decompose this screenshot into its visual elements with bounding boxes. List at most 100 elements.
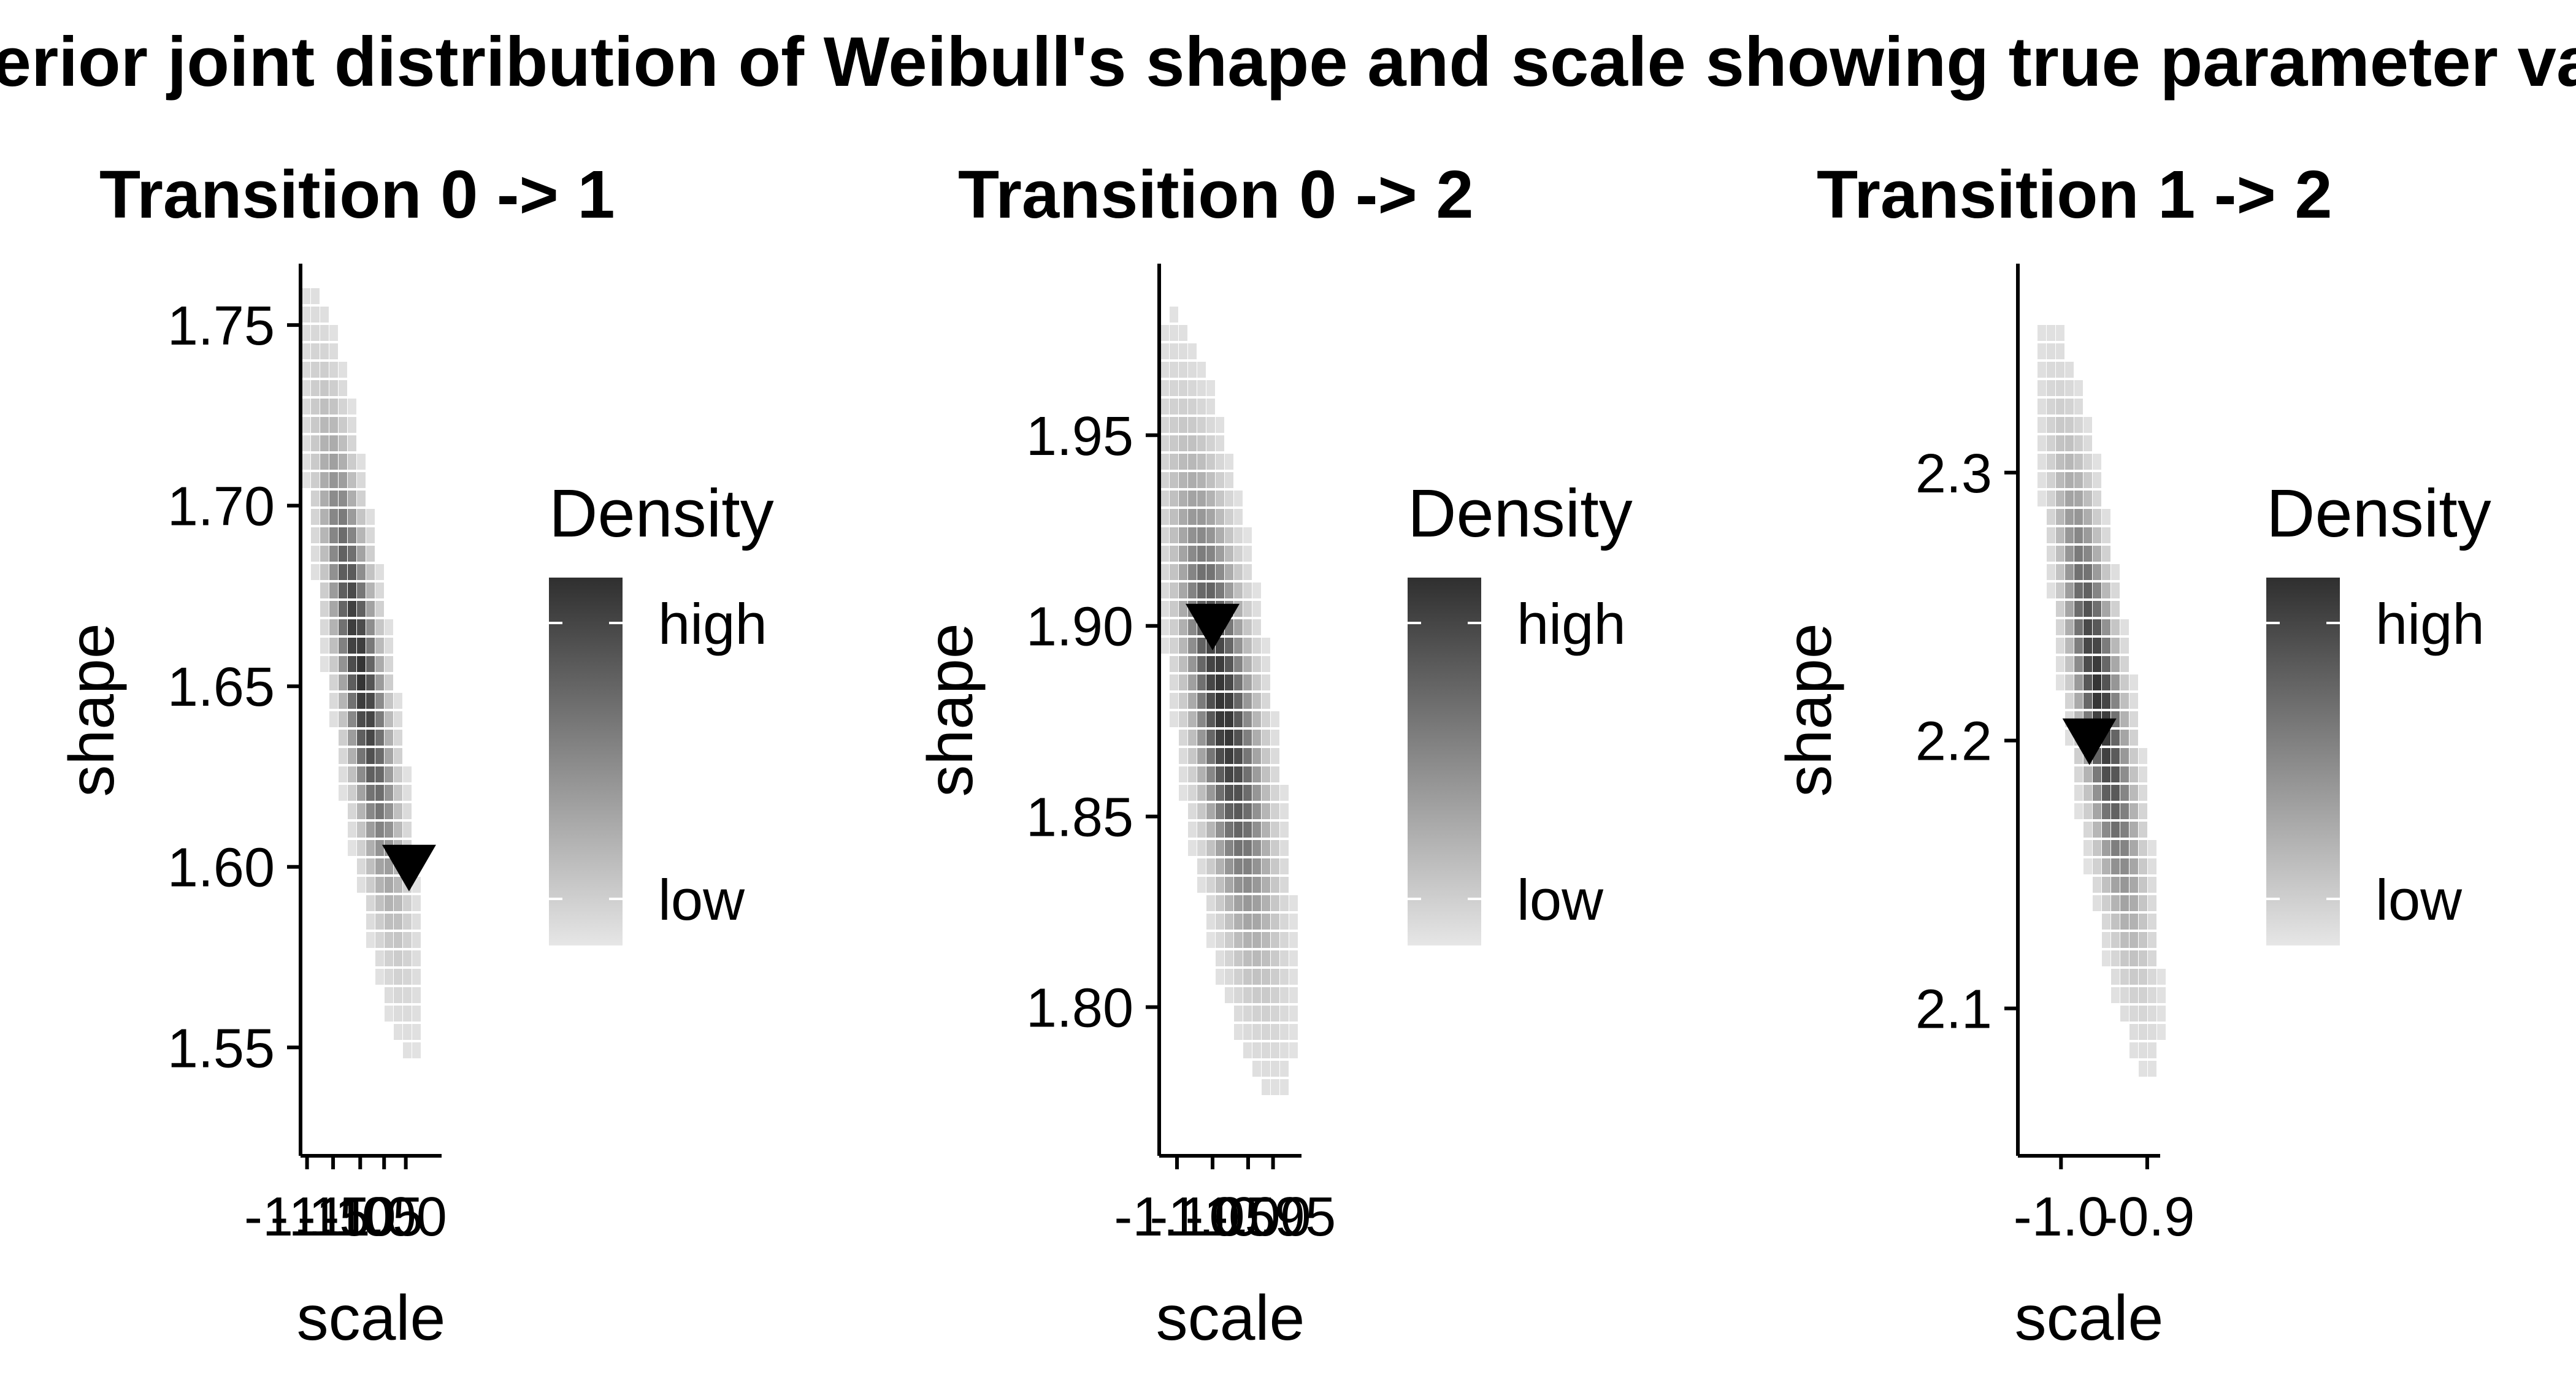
density-tile — [366, 785, 375, 801]
density-tile — [2102, 877, 2110, 893]
density-tile — [2037, 343, 2046, 359]
density-tile — [357, 638, 366, 654]
density-tile — [1188, 582, 1197, 598]
legend-high-label: high — [1517, 592, 1626, 656]
density-tile — [357, 509, 366, 525]
density-tile — [1252, 932, 1261, 948]
density-tile — [2037, 399, 2046, 414]
density-tile — [1225, 969, 1233, 985]
density-tile — [1206, 858, 1215, 874]
density-tile — [1243, 858, 1252, 874]
density-tile — [329, 656, 338, 672]
density-tile — [2056, 509, 2064, 525]
density-tile — [403, 1024, 412, 1040]
density-tiles — [2037, 325, 2166, 1077]
density-tile — [2120, 987, 2129, 1003]
density-tile — [1225, 491, 1233, 506]
density-tile — [320, 527, 329, 543]
density-tile — [1179, 417, 1187, 433]
density-tile — [1197, 362, 1206, 378]
density-tile — [412, 950, 421, 966]
density-tile — [320, 509, 329, 525]
density-tile — [320, 417, 329, 433]
density-tile — [1170, 399, 1178, 414]
density-tile — [385, 822, 393, 838]
legend-colorbar — [2266, 578, 2340, 945]
density-tile — [2148, 840, 2156, 856]
density-tile — [348, 803, 356, 819]
density-tile — [348, 748, 356, 764]
density-tile — [366, 509, 375, 525]
density-tile — [1170, 638, 1178, 654]
density-tile — [2111, 803, 2120, 819]
density-tile — [1179, 638, 1187, 654]
density-tile — [1216, 730, 1224, 746]
density-tile — [375, 619, 384, 635]
density-tile — [320, 638, 329, 654]
density-tile — [2056, 601, 2064, 617]
density-tile — [2111, 969, 2120, 985]
density-tile — [394, 987, 402, 1003]
density-tile — [2120, 877, 2129, 893]
density-tile — [1206, 914, 1215, 930]
density-tile — [311, 307, 320, 323]
density-tile — [1234, 564, 1243, 580]
density-tile — [339, 766, 347, 782]
density-tile — [348, 417, 356, 433]
density-tile — [1262, 932, 1270, 948]
density-tile — [1262, 914, 1270, 930]
y-tick-label: 1.85 — [1026, 787, 1133, 849]
density-tile — [1216, 895, 1224, 911]
density-tile — [1188, 803, 1197, 819]
density-tile — [403, 1006, 412, 1022]
density-tile — [2093, 858, 2101, 874]
density-tile — [357, 582, 366, 598]
density-tile — [2047, 399, 2055, 414]
density-tile — [1243, 932, 1252, 948]
density-tile — [394, 895, 402, 911]
density-tile — [329, 582, 338, 598]
density-tile — [375, 582, 384, 598]
density-tile — [2111, 601, 2120, 617]
density-tile — [412, 914, 421, 930]
density-tile — [2056, 380, 2064, 396]
density-tile — [311, 546, 320, 562]
density-tile — [2102, 914, 2110, 930]
density-tile — [2093, 766, 2101, 782]
density-tile — [1216, 656, 1224, 672]
density-tile — [2102, 582, 2110, 598]
density-tile — [311, 380, 320, 396]
density-tile — [2148, 1061, 2156, 1077]
density-tile — [1225, 877, 1233, 893]
density-tile — [1225, 527, 1233, 543]
y-tick-label: 1.65 — [167, 657, 275, 718]
density-tile — [2139, 748, 2147, 764]
density-tile — [311, 527, 320, 543]
density-tile — [1216, 822, 1224, 838]
density-tile — [2037, 362, 2046, 378]
density-tile — [1188, 564, 1197, 580]
density-tile — [339, 527, 347, 543]
density-tile — [2083, 785, 2092, 801]
density-tile — [2111, 785, 2120, 801]
density-tile — [1179, 509, 1187, 525]
density-tile — [2148, 1042, 2156, 1058]
density-tile — [1234, 914, 1243, 930]
density-tile — [1234, 619, 1243, 635]
density-tiles — [302, 288, 421, 1058]
density-tile — [1243, 693, 1252, 709]
density-tile — [394, 693, 402, 709]
x-tick-label: -1.00 — [1185, 1186, 1311, 1248]
density-tile — [2056, 619, 2064, 635]
density-tile — [1206, 435, 1215, 451]
density-tile — [320, 601, 329, 617]
density-tile — [1252, 582, 1261, 598]
density-tile — [2102, 527, 2110, 543]
density-tile — [2129, 711, 2138, 727]
density-tile — [1234, 766, 1243, 782]
density-tile — [2074, 564, 2083, 580]
x-tick-label: -0.9 — [2099, 1186, 2195, 1248]
density-tiles — [1160, 307, 1298, 1095]
density-tile — [385, 987, 393, 1003]
density-tile — [2065, 491, 2074, 506]
